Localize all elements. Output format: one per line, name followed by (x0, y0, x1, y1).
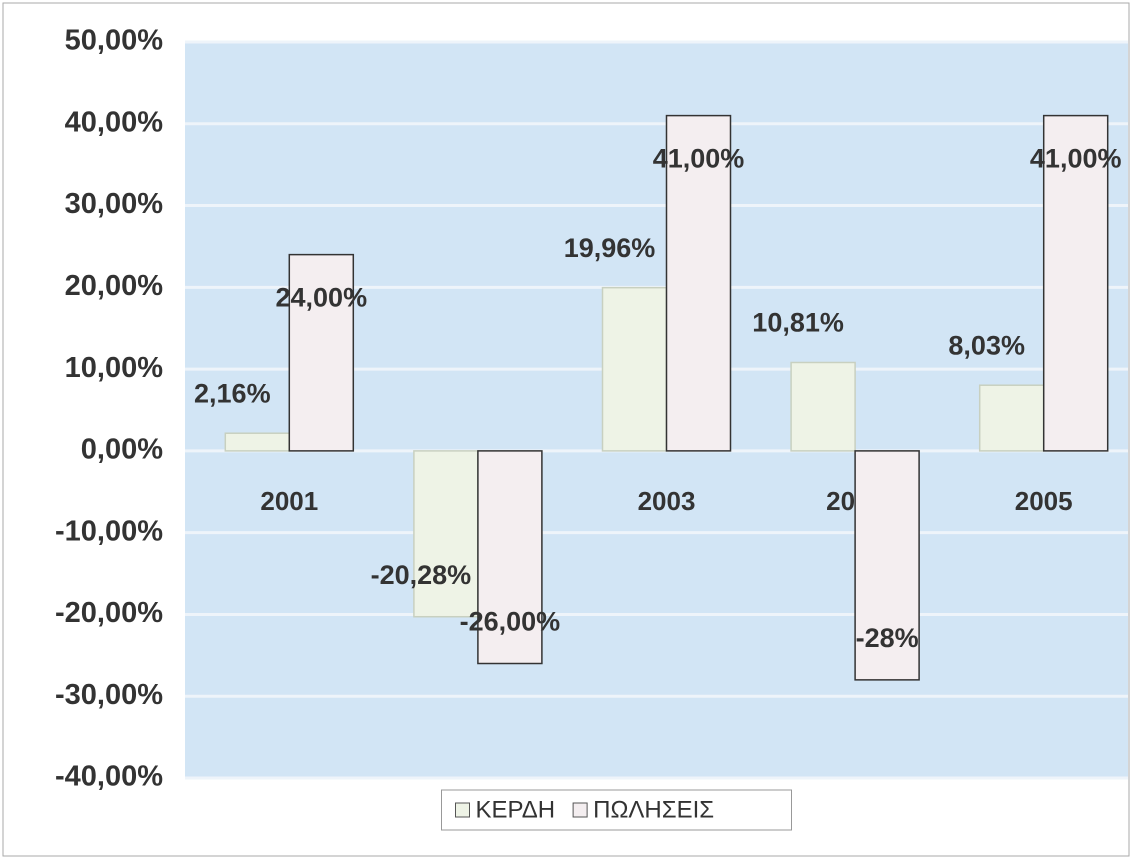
x-tick-label: 2001 (260, 486, 318, 516)
y-tick-label: 10,00% (65, 352, 164, 384)
bar (790, 361, 856, 452)
value-label: -20,28% (371, 560, 472, 590)
y-tick-label: 30,00% (65, 188, 164, 220)
value-label: 19,96% (564, 233, 656, 263)
legend-swatch (572, 802, 588, 818)
legend-box (441, 789, 792, 831)
bar (854, 450, 920, 681)
value-label: 2,16% (194, 378, 271, 408)
bar (288, 253, 355, 452)
legend-label: ΚΕΡΔΗ (476, 796, 556, 823)
value-label: 10,81% (752, 308, 844, 338)
y-tick-label: 40,00% (65, 106, 164, 138)
y-tick-label: 50,00% (65, 25, 164, 57)
value-label: -26,00% (460, 607, 561, 637)
value-label: 41,00% (1030, 144, 1122, 174)
value-label: 8,03% (948, 330, 1025, 360)
x-tick-label: 2005 (1015, 486, 1073, 516)
value-label: 41,00% (653, 144, 745, 174)
y-tick-label: -40,00% (55, 761, 163, 793)
bar (978, 384, 1045, 452)
legend-swatch (455, 802, 470, 818)
legend-label: ΠΩΛΗΣΕΙΣ (593, 796, 714, 823)
bar (1042, 114, 1109, 452)
bar (224, 432, 291, 452)
y-tick-label: 20,00% (65, 270, 164, 302)
y-tick-label: 0,00% (81, 434, 163, 466)
bar (477, 450, 543, 665)
y-tick-label: -30,00% (55, 679, 163, 711)
y-tick-label: -20,00% (55, 597, 163, 629)
x-tick-label: 2003 (638, 486, 696, 516)
bar (601, 286, 668, 452)
bar (665, 114, 732, 452)
y-tick-label: -10,00% (55, 515, 163, 547)
value-label: -28% (856, 623, 919, 653)
value-label: 24,00% (276, 283, 368, 313)
bar (413, 450, 479, 618)
